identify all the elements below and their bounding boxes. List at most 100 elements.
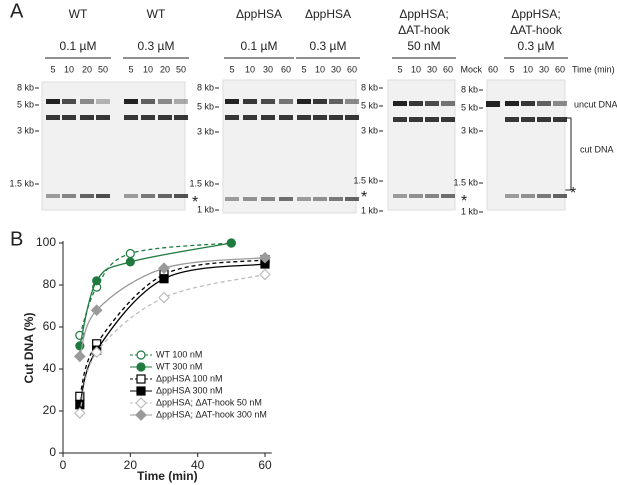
group-conc: 0.1 µM bbox=[241, 39, 278, 53]
band bbox=[393, 194, 407, 198]
band bbox=[329, 197, 343, 201]
lane-label: 60 bbox=[443, 64, 453, 74]
band bbox=[158, 194, 172, 198]
band bbox=[225, 115, 239, 120]
band bbox=[261, 99, 275, 104]
x-tick-label: 20 bbox=[124, 458, 138, 472]
band bbox=[141, 99, 155, 104]
band bbox=[441, 101, 455, 106]
lane-label: 60 bbox=[281, 64, 291, 74]
band bbox=[329, 115, 343, 120]
cut-label: cut DNA bbox=[580, 144, 614, 154]
legend-label: ΔppHSA; ΔAT-hook 300 nM bbox=[156, 409, 267, 419]
band bbox=[537, 117, 551, 122]
uncut-label: uncut DNA bbox=[574, 99, 617, 109]
group-name: ΔppHSA bbox=[305, 7, 351, 21]
band bbox=[279, 197, 293, 201]
band bbox=[46, 115, 60, 120]
lane-label: 10 bbox=[523, 64, 533, 74]
lane-label: 60 bbox=[555, 64, 565, 74]
band bbox=[505, 101, 519, 106]
data-point bbox=[90, 346, 103, 359]
band bbox=[141, 115, 155, 120]
band bbox=[174, 99, 188, 104]
data-point bbox=[125, 248, 135, 259]
lane-label: 5 bbox=[301, 64, 306, 74]
band bbox=[409, 194, 423, 198]
band bbox=[441, 117, 455, 122]
lane-label: 60 bbox=[488, 64, 498, 74]
y-tick-label: 40 bbox=[43, 361, 57, 375]
group-name: ΔppHSA; bbox=[511, 7, 560, 21]
group-name: ΔppHSA; bbox=[399, 7, 448, 21]
y-tick-label: 60 bbox=[43, 319, 57, 333]
group-conc: 0.3 µM bbox=[518, 39, 555, 53]
lane-label: 30 bbox=[263, 64, 273, 74]
band bbox=[279, 99, 293, 104]
size-marker: 5 kb bbox=[197, 101, 214, 111]
band bbox=[46, 194, 60, 198]
band bbox=[174, 194, 188, 198]
series-line bbox=[79, 257, 266, 357]
band bbox=[409, 101, 423, 106]
group-name: ΔAT-hook bbox=[510, 23, 563, 37]
band bbox=[345, 99, 359, 104]
data-point bbox=[159, 274, 169, 284]
y-axis-label: Cut DNA (%) bbox=[22, 313, 36, 384]
band bbox=[261, 115, 275, 120]
legend-label: ΔppHSA 100 nM bbox=[156, 373, 223, 383]
size-marker: 5 kb bbox=[17, 99, 34, 109]
band bbox=[80, 99, 94, 104]
band bbox=[393, 117, 407, 122]
band bbox=[297, 197, 311, 201]
band bbox=[124, 99, 138, 104]
data-point bbox=[259, 251, 271, 264]
band bbox=[62, 99, 76, 104]
group-name: ΔAT-hook bbox=[398, 23, 451, 37]
band bbox=[409, 117, 423, 122]
band bbox=[505, 194, 519, 198]
series-line bbox=[79, 263, 266, 405]
lane-label: 5 bbox=[229, 64, 234, 74]
legend-marker bbox=[136, 362, 146, 372]
x-tick-label: 0 bbox=[60, 458, 67, 472]
band bbox=[345, 197, 359, 201]
size-marker: 5 kb bbox=[461, 102, 478, 112]
bracket bbox=[565, 117, 572, 191]
lane-label: 50 bbox=[176, 64, 186, 74]
legend-label: ΔppHSA; ΔAT-hook 50 nM bbox=[156, 397, 262, 407]
group-conc: 50 nM bbox=[407, 39, 440, 53]
legend-marker bbox=[136, 350, 146, 360]
band bbox=[521, 194, 535, 198]
lane-label: 30 bbox=[427, 64, 437, 74]
band bbox=[46, 99, 60, 104]
series-line bbox=[79, 273, 266, 414]
data-point bbox=[90, 304, 103, 317]
data-point bbox=[73, 407, 86, 419]
lane-label: 5 bbox=[50, 64, 55, 74]
lane-label: 10 bbox=[143, 64, 153, 74]
band bbox=[505, 117, 519, 122]
group-conc: 0.1 µM bbox=[60, 39, 97, 53]
group-conc: 0.3 µM bbox=[310, 39, 347, 53]
band bbox=[297, 115, 311, 120]
band bbox=[124, 194, 138, 198]
x-axis-label: Time (min) bbox=[137, 469, 197, 483]
band bbox=[425, 101, 439, 106]
time-label: Time (min) bbox=[572, 64, 615, 74]
group-name: ΔppHSA bbox=[236, 7, 282, 21]
legend-label: WT 100 nM bbox=[156, 349, 202, 359]
y-tick-label: 0 bbox=[49, 445, 56, 459]
group-name: WT bbox=[69, 7, 88, 21]
band bbox=[261, 197, 275, 201]
band bbox=[297, 99, 311, 104]
band bbox=[313, 99, 327, 104]
size-marker: 1 kb bbox=[197, 204, 214, 214]
legend-label: WT 300 nM bbox=[156, 361, 202, 371]
band bbox=[553, 101, 567, 106]
band bbox=[553, 194, 567, 198]
size-marker: 8 kb bbox=[197, 82, 214, 92]
size-marker: 5 kb bbox=[361, 100, 378, 110]
asterisk: * bbox=[361, 189, 367, 206]
